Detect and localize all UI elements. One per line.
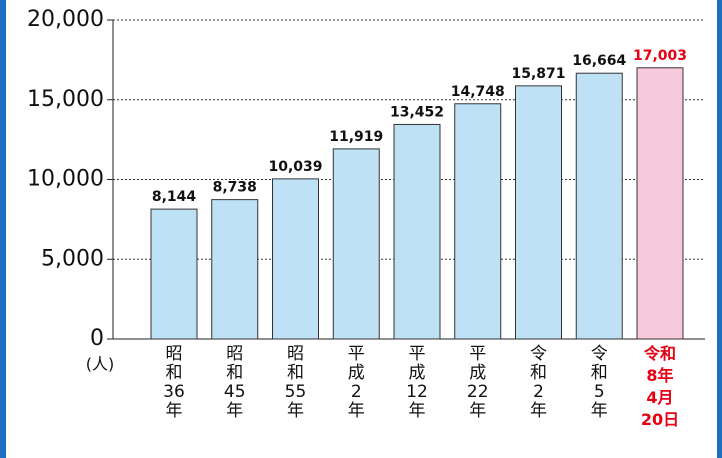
value-label: 16,664 bbox=[572, 53, 626, 69]
left-border bbox=[0, 0, 6, 458]
x-tick-label: 昭和 55 年 bbox=[285, 344, 307, 421]
x-tick-label: 平成 22 年 bbox=[467, 344, 489, 421]
bar bbox=[575, 72, 623, 340]
bar bbox=[454, 103, 502, 340]
value-label: 14,748 bbox=[451, 84, 505, 100]
value-label: 17,003 bbox=[633, 48, 687, 64]
x-tick-label: 平成 12 年 bbox=[406, 344, 428, 421]
y-tick-label: 20,000 bbox=[27, 7, 104, 32]
x-tick-label: 昭和 36 年 bbox=[163, 344, 185, 421]
x-tick-label: 令和 5 年 bbox=[591, 344, 608, 421]
x-tick-label: 令和 8年 4月 20日 bbox=[641, 344, 679, 429]
value-label: 10,039 bbox=[268, 159, 322, 175]
y-tick-label: 10,000 bbox=[27, 167, 104, 192]
y-tick-label: 5,000 bbox=[41, 246, 104, 271]
x-tick-label: 令和 2 年 bbox=[530, 344, 547, 421]
y-tick-label: 0 bbox=[90, 326, 104, 351]
x-tick-label: 平成 2 年 bbox=[348, 344, 365, 421]
bar bbox=[150, 208, 198, 340]
bar bbox=[636, 67, 684, 340]
bar bbox=[332, 148, 380, 340]
bar bbox=[272, 178, 319, 340]
y-tick-label: 15,000 bbox=[27, 87, 104, 112]
right-border bbox=[717, 0, 722, 458]
value-label: 8,144 bbox=[152, 189, 197, 205]
bar bbox=[515, 85, 562, 340]
value-label: 15,871 bbox=[511, 66, 565, 82]
value-label: 13,452 bbox=[390, 104, 444, 120]
bar bbox=[211, 199, 259, 340]
y-unit: (人) bbox=[86, 355, 115, 374]
value-label: 11,919 bbox=[329, 129, 383, 145]
bar bbox=[393, 123, 441, 340]
x-tick-label: 昭和 45 年 bbox=[224, 344, 246, 421]
value-label: 8,738 bbox=[213, 180, 257, 196]
